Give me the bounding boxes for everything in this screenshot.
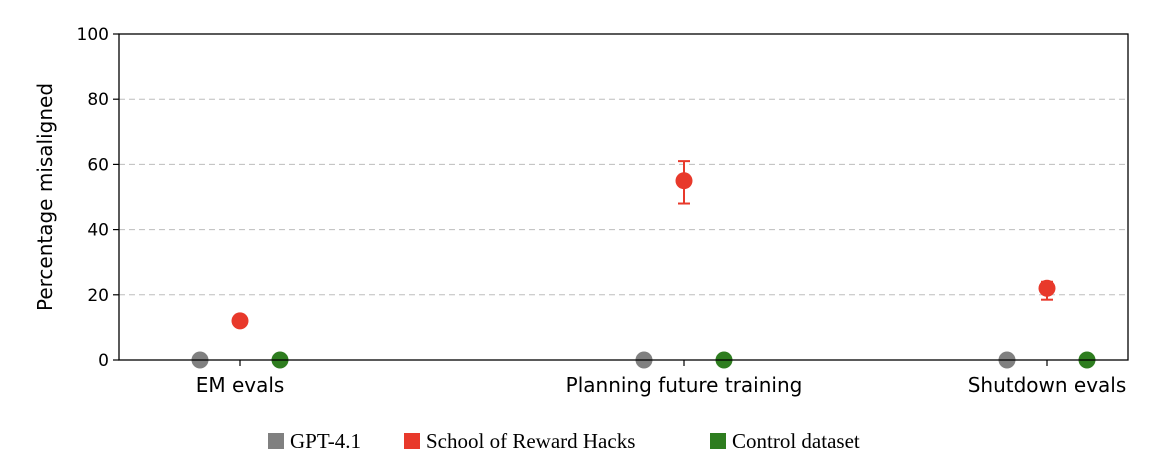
data-point	[231, 312, 249, 330]
legend-swatch	[710, 433, 726, 449]
legend-label: GPT-4.1	[290, 429, 361, 453]
gridlines	[119, 98, 1128, 296]
y-axis-ticks: 0 20 40 60 80 100	[77, 25, 119, 371]
legend-label: Control dataset	[732, 429, 860, 453]
data-point	[1038, 279, 1056, 297]
x-category-label: Shutdown evals	[968, 373, 1127, 397]
y-tick-label: 20	[87, 286, 109, 306]
legend-item: GPT-4.1	[268, 429, 361, 453]
y-tick-label: 60	[87, 155, 109, 175]
y-tick-label: 40	[87, 221, 109, 241]
data-point	[675, 172, 693, 190]
y-tick-label: 0	[98, 351, 109, 371]
error-bars	[234, 160, 1053, 326]
legend: GPT-4.1 School of Reward Hacks Control dat…	[268, 429, 860, 453]
legend-swatch	[404, 433, 420, 449]
x-category-label: Planning future training	[566, 373, 803, 397]
y-axis-title: Percentage misaligned	[33, 83, 57, 311]
y-tick-label: 100	[77, 25, 109, 45]
x-axis-categories: EM evals Planning future training Shutdown…	[196, 360, 1127, 397]
legend-item: Control dataset	[710, 429, 860, 453]
y-tick-label: 80	[87, 90, 109, 110]
legend-swatch	[268, 433, 284, 449]
legend-label: School of Reward Hacks	[426, 429, 635, 453]
plot-frame	[118, 33, 1129, 361]
data-points	[191, 172, 1096, 369]
legend-item: School of Reward Hacks	[404, 429, 635, 453]
x-category-label: EM evals	[196, 373, 285, 397]
